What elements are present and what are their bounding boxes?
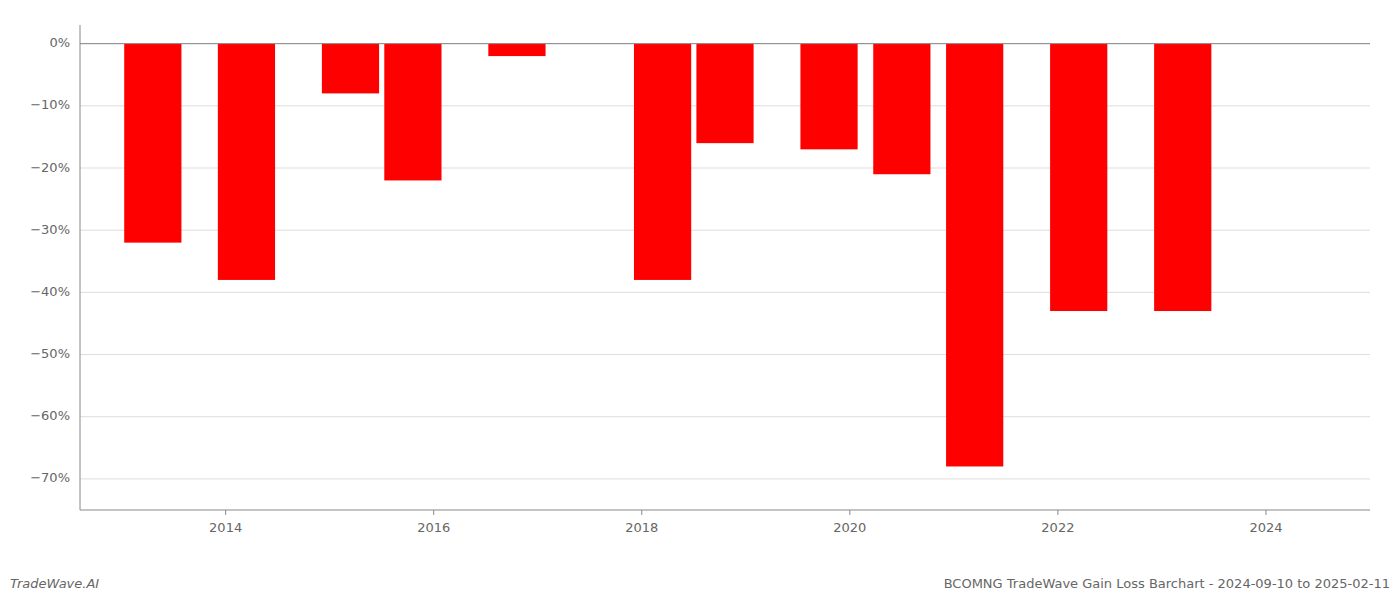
bar [1154, 44, 1211, 311]
x-tick [225, 510, 226, 515]
x-tick [849, 510, 850, 515]
bar [946, 44, 1003, 467]
y-tick-label: −10% [30, 97, 70, 112]
chart: 0% −10% −20% −30% −40% −50% −60% −70% 2014 2016 20… [0, 0, 1400, 600]
bar [1050, 44, 1107, 311]
bar [384, 44, 441, 181]
grid-line [80, 416, 1370, 417]
bar [322, 44, 379, 94]
x-axis-line [80, 510, 1370, 511]
x-tick [1057, 510, 1058, 515]
grid-line [80, 43, 1370, 44]
x-tick-label: 2014 [209, 520, 242, 535]
bar [218, 44, 275, 280]
bar [488, 44, 545, 56]
x-tick-label: 2018 [625, 520, 658, 535]
bar [696, 44, 753, 143]
y-tick-label: −70% [30, 470, 70, 485]
x-tick [1265, 510, 1266, 515]
y-tick-label: −20% [30, 160, 70, 175]
bar [800, 44, 857, 150]
x-tick-label: 2022 [1041, 520, 1074, 535]
x-tick [433, 510, 434, 515]
bar [124, 44, 181, 243]
x-tick-label: 2016 [417, 520, 450, 535]
grid-line [80, 354, 1370, 355]
y-tick-label: 0% [49, 35, 70, 50]
y-tick-label: −50% [30, 346, 70, 361]
x-tick [641, 510, 642, 515]
x-tick-label: 2024 [1249, 520, 1282, 535]
bar [873, 44, 930, 175]
y-tick-label: −40% [30, 284, 70, 299]
watermark: TradeWave.AI [10, 576, 99, 591]
y-tick-label: −60% [30, 408, 70, 423]
grid-line [80, 478, 1370, 479]
chart-container: 0% −10% −20% −30% −40% −50% −60% −70% 2014 2016 20… [0, 0, 1400, 600]
bars [124, 44, 1211, 467]
zero-line [80, 43, 1370, 44]
title: BCOMNG TradeWave Gain Loss Barchart - 20… [944, 576, 1390, 591]
bar [634, 44, 691, 280]
y-tick-label: −30% [30, 222, 70, 237]
x-tick-label: 2020 [833, 520, 866, 535]
grid [80, 44, 1370, 479]
background [0, 0, 1400, 600]
y-axis-line [80, 25, 81, 510]
